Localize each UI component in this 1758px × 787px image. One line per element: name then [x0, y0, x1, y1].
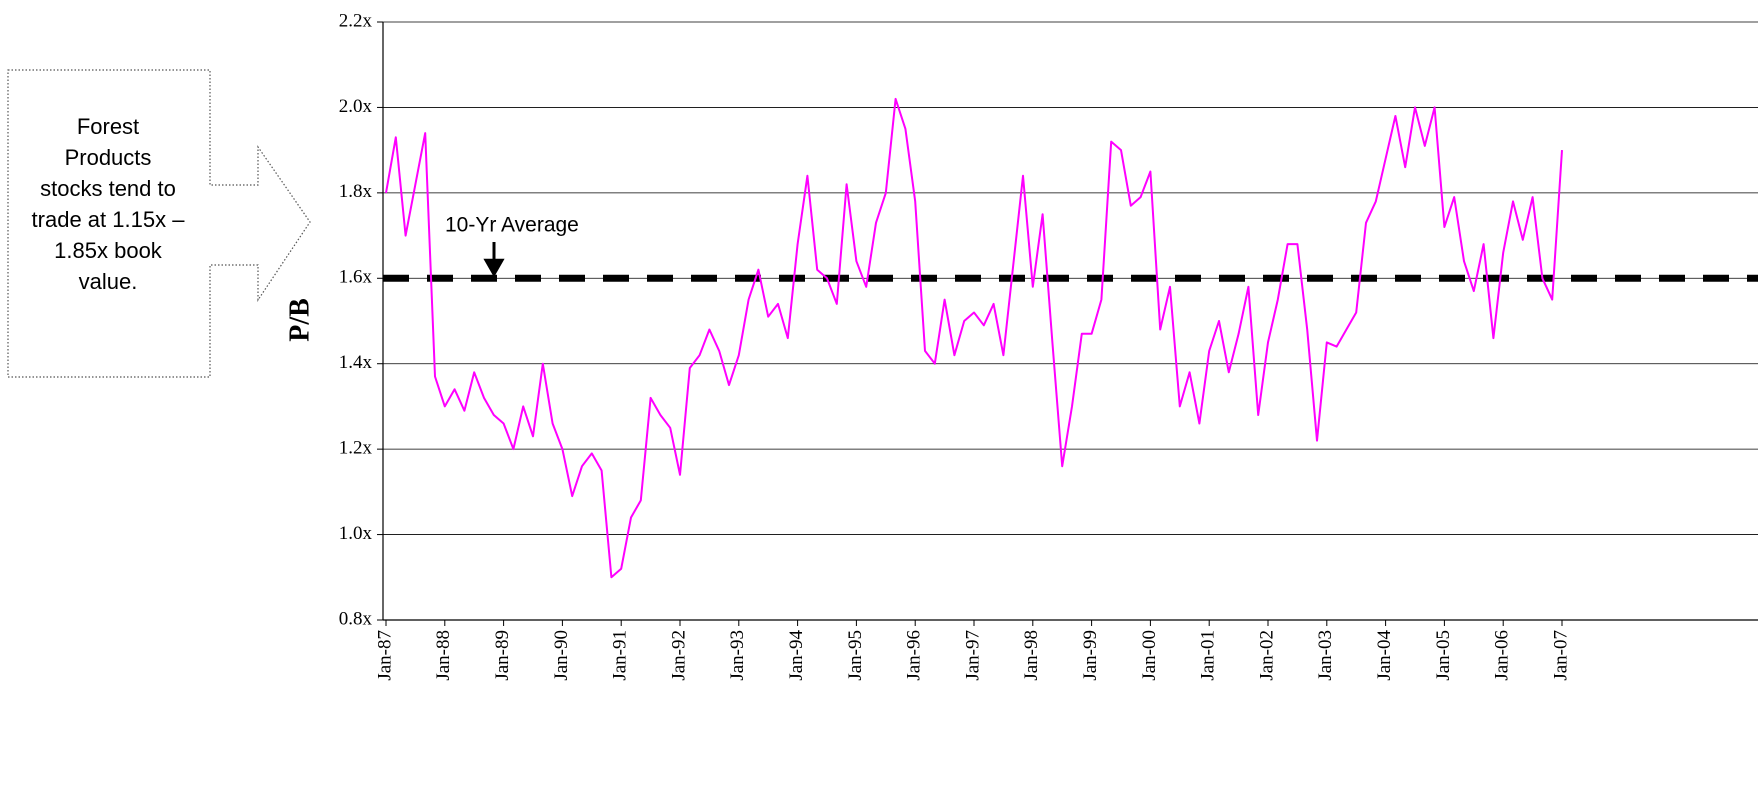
y-tick-label: 0.8x — [339, 608, 373, 629]
x-tick-label: Jan-98 — [1021, 630, 1042, 681]
x-tick-label: Jan-93 — [727, 630, 748, 681]
callout-text: Forest — [77, 114, 139, 139]
x-tick-label: Jan-97 — [962, 630, 983, 681]
x-tick-label: Jan-87 — [374, 630, 395, 681]
y-tick-label: 2.2x — [339, 10, 373, 31]
x-tick-label: Jan-06 — [1492, 630, 1513, 681]
x-tick-label: Jan-95 — [845, 630, 866, 681]
x-tick-label: Jan-03 — [1315, 630, 1336, 681]
x-tick-label: Jan-04 — [1374, 630, 1395, 681]
x-tick-label: Jan-91 — [610, 630, 631, 681]
callout-text: Products — [65, 145, 152, 170]
x-tick-label: Jan-88 — [433, 630, 454, 681]
y-tick-label: 1.2x — [339, 438, 373, 459]
y-tick-label: 1.0x — [339, 523, 373, 544]
x-tick-label: Jan-05 — [1433, 630, 1454, 681]
callout-text: trade at 1.15x – — [32, 207, 186, 232]
y-tick-label: 1.6x — [339, 267, 373, 288]
average-arrow — [483, 242, 505, 278]
series-line — [385, 97, 1563, 579]
x-tick-label: Jan-92 — [668, 630, 689, 681]
x-tick-label: Jan-90 — [551, 630, 572, 681]
y-axis-label: P/B — [284, 298, 315, 342]
x-tick-label: Jan-94 — [786, 630, 807, 681]
callout-arrow — [7, 69, 311, 378]
average-label: 10-Yr Average — [445, 214, 579, 237]
x-tick-label: Jan-99 — [1080, 630, 1101, 681]
y-tick-label: 1.4x — [339, 352, 373, 373]
x-tick-label: Jan-89 — [492, 630, 513, 681]
callout-text: 1.85x book — [54, 238, 163, 263]
y-tick-label: 1.8x — [339, 181, 373, 202]
x-tick-label: Jan-07 — [1550, 630, 1571, 681]
x-tick-label: Jan-01 — [1198, 630, 1219, 681]
x-tick-label: Jan-00 — [1139, 630, 1160, 681]
x-tick-label: Jan-96 — [904, 630, 925, 681]
y-tick-label: 2.0x — [339, 96, 373, 117]
x-tick-label: Jan-02 — [1256, 630, 1277, 681]
callout-text: stocks tend to — [40, 176, 176, 201]
callout-text: value. — [79, 269, 138, 294]
